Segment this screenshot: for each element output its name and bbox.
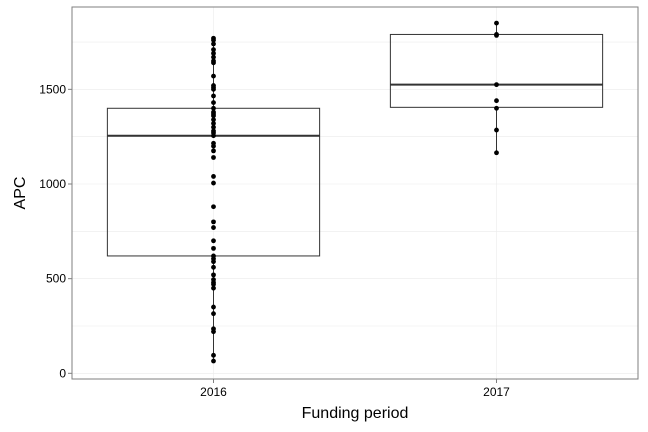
data-point <box>211 204 216 210</box>
grid-lines <box>72 7 638 379</box>
x-tick-label: 2016 <box>200 385 227 399</box>
data-point <box>211 54 216 60</box>
data-point <box>211 93 216 99</box>
data-point <box>494 82 499 88</box>
y-tick-label: 500 <box>46 272 66 286</box>
data-point <box>211 50 216 56</box>
data-point <box>211 140 216 146</box>
y-axis-ticks: 0 500 1000 1500 <box>39 82 72 380</box>
data-points <box>211 20 499 364</box>
data-point <box>211 238 216 244</box>
data-point <box>211 219 216 225</box>
data-point <box>211 264 216 270</box>
data-point <box>211 83 216 88</box>
data-point <box>494 127 499 133</box>
data-point <box>211 124 216 130</box>
boxes <box>106 23 604 362</box>
data-point <box>211 180 216 186</box>
data-point <box>211 277 216 283</box>
y-tick-label: 1000 <box>39 177 66 191</box>
data-point <box>211 225 216 230</box>
data-point <box>211 352 216 358</box>
panel-border <box>71 6 639 380</box>
data-point <box>211 148 216 154</box>
data-point <box>211 35 216 41</box>
data-point <box>211 41 216 47</box>
data-point <box>211 121 216 126</box>
data-point <box>494 150 499 156</box>
data-point <box>211 304 216 310</box>
data-point <box>211 253 216 259</box>
x-axis-title: Funding period <box>302 405 409 422</box>
data-point <box>211 100 216 106</box>
y-tick-label: 1500 <box>39 82 66 96</box>
data-point <box>211 105 216 111</box>
data-point <box>494 32 499 37</box>
data-point <box>211 311 216 317</box>
data-point <box>211 73 216 79</box>
data-point <box>211 326 216 332</box>
y-axis-title: APC <box>12 177 29 210</box>
data-point <box>211 155 216 160</box>
y-tick-label: 0 <box>59 366 66 380</box>
data-point <box>494 98 499 104</box>
data-point <box>494 20 499 26</box>
data-point <box>211 47 216 52</box>
data-point <box>211 58 216 64</box>
data-point <box>211 358 216 364</box>
data-point <box>211 109 216 115</box>
data-point <box>494 105 499 111</box>
data-point <box>211 117 216 123</box>
data-point <box>211 272 216 278</box>
x-tick-label: 2017 <box>483 385 510 399</box>
data-point <box>211 285 216 291</box>
data-point <box>211 245 216 251</box>
data-point <box>211 174 216 179</box>
data-point <box>211 128 216 134</box>
x-axis-ticks: 2016 2017 <box>200 379 510 399</box>
